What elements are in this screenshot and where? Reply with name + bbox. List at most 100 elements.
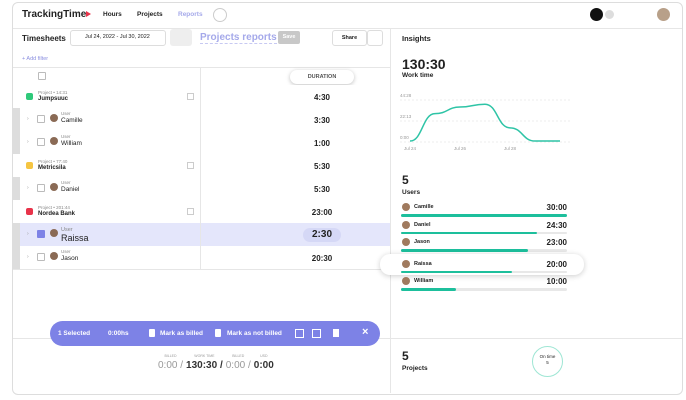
share-button[interactable]: Share bbox=[332, 30, 367, 46]
projects-count: 5 bbox=[402, 349, 409, 363]
report-name[interactable]: Projects reports bbox=[200, 32, 277, 44]
share-menu[interactable] bbox=[367, 30, 383, 46]
project-icon bbox=[26, 208, 33, 215]
logo-icon bbox=[86, 11, 91, 17]
user-name: Camille bbox=[414, 204, 434, 210]
total-label: WORK TIME bbox=[194, 354, 215, 358]
nav-reports[interactable]: Reports bbox=[178, 11, 203, 18]
users-count: 5 bbox=[402, 173, 409, 187]
user-time: 20:00 bbox=[546, 259, 567, 269]
mark-billed[interactable]: Mark as billed bbox=[160, 330, 203, 337]
user-bar bbox=[401, 214, 567, 217]
row-checkbox[interactable] bbox=[37, 253, 45, 261]
row-duration: 5:30 bbox=[313, 162, 330, 171]
user-avatar bbox=[50, 183, 58, 191]
total-value: 0:00 / bbox=[158, 360, 184, 371]
total-time: 130:30 bbox=[402, 56, 446, 72]
link-icon[interactable] bbox=[187, 93, 194, 100]
select-all[interactable] bbox=[38, 72, 46, 80]
total-item: BILLED 0:00 / bbox=[226, 354, 251, 371]
row-strip bbox=[13, 108, 20, 131]
row-kind: User bbox=[61, 111, 71, 116]
row-kind: User bbox=[61, 227, 73, 233]
timer-button[interactable] bbox=[590, 8, 603, 21]
add-filter[interactable]: + Add filter bbox=[22, 56, 49, 62]
row-name: Raissa bbox=[61, 233, 89, 243]
row-strip bbox=[13, 131, 20, 154]
mark-not-billed[interactable]: Mark as not billed bbox=[227, 330, 282, 337]
row-duration: 2:30 bbox=[311, 229, 332, 240]
user-popup bbox=[380, 253, 584, 275]
link-icon[interactable] bbox=[187, 162, 194, 169]
delete-button[interactable] bbox=[333, 329, 339, 337]
row-name: William bbox=[61, 140, 82, 147]
view-toggle[interactable] bbox=[170, 29, 192, 46]
duration-header[interactable]: DURATION bbox=[290, 70, 354, 84]
user-bar bbox=[401, 288, 457, 291]
page-title: Timesheets bbox=[22, 34, 66, 43]
selected-count: 1 Selected bbox=[58, 330, 91, 337]
row-name: Jumpsuuc bbox=[38, 96, 69, 102]
divider bbox=[200, 177, 201, 200]
user-avatar bbox=[50, 229, 58, 237]
totals: BILLED 0:00 / WORK TIME 130:30 / BILLED 0:00 … bbox=[158, 354, 274, 371]
user-time: 10:00 bbox=[546, 277, 567, 286]
y-tick-label: 0:00 bbox=[400, 135, 409, 140]
logo[interactable]: TrackingTime bbox=[22, 9, 87, 20]
row-name: Daniel bbox=[61, 186, 80, 193]
row-checkbox[interactable] bbox=[37, 138, 45, 146]
divider bbox=[200, 154, 201, 177]
projects-label: Projects bbox=[402, 365, 428, 372]
divider bbox=[200, 131, 201, 154]
users-label: Users bbox=[402, 189, 421, 196]
nav-hours[interactable]: Hours bbox=[103, 11, 122, 18]
row-kind: User bbox=[61, 134, 71, 139]
duplicate-button[interactable] bbox=[312, 329, 321, 338]
nav-projects[interactable]: Projects bbox=[137, 11, 163, 18]
row-duration: 23:00 bbox=[311, 208, 333, 217]
row-kind: User bbox=[61, 180, 71, 185]
search-button[interactable] bbox=[213, 8, 227, 22]
project-icon bbox=[26, 93, 33, 100]
row-name: Jason bbox=[61, 255, 79, 262]
edit-button[interactable] bbox=[295, 329, 304, 338]
divider bbox=[200, 200, 201, 223]
save-button[interactable]: Save bbox=[278, 31, 300, 44]
frame bbox=[12, 2, 683, 395]
row-checkbox[interactable] bbox=[37, 230, 45, 238]
row-duration: 5:30 bbox=[313, 185, 330, 194]
x-tick-label: Jul 26 bbox=[454, 146, 467, 151]
divider bbox=[200, 108, 201, 131]
on-time-label: On time bbox=[539, 354, 556, 359]
user-bar bbox=[401, 231, 537, 234]
divider bbox=[200, 223, 201, 246]
divider bbox=[200, 246, 201, 269]
link-icon[interactable] bbox=[187, 208, 194, 215]
project-icon bbox=[26, 162, 33, 169]
user-name: Daniel bbox=[414, 221, 431, 228]
icon bbox=[215, 329, 221, 337]
row[interactable] bbox=[13, 108, 390, 132]
row-checkbox[interactable] bbox=[37, 184, 45, 192]
close-button[interactable]: × bbox=[362, 326, 369, 338]
on-time-count: 5 bbox=[546, 360, 549, 365]
row-name: Nordea Bank bbox=[38, 211, 76, 217]
user-name: William bbox=[414, 278, 434, 284]
user-avatar bbox=[50, 252, 58, 260]
divider bbox=[200, 85, 201, 108]
date-picker[interactable] bbox=[70, 30, 166, 46]
add-button[interactable] bbox=[605, 10, 614, 19]
profile-avatar[interactable] bbox=[657, 8, 670, 21]
row[interactable] bbox=[13, 246, 390, 270]
user-avatar bbox=[402, 277, 410, 285]
icon bbox=[149, 329, 155, 337]
user-bar bbox=[401, 249, 529, 252]
divider bbox=[390, 29, 391, 393]
user-name: Raissa bbox=[414, 260, 432, 267]
row-kind: Project • 77:40 bbox=[38, 159, 68, 164]
row-checkbox[interactable] bbox=[37, 115, 45, 123]
user-time: 24:30 bbox=[546, 220, 567, 230]
date-range: Jul 24, 2022 - Jul 30, 2022 bbox=[85, 34, 150, 40]
total-item: WORK TIME 130:30 / bbox=[186, 354, 223, 371]
